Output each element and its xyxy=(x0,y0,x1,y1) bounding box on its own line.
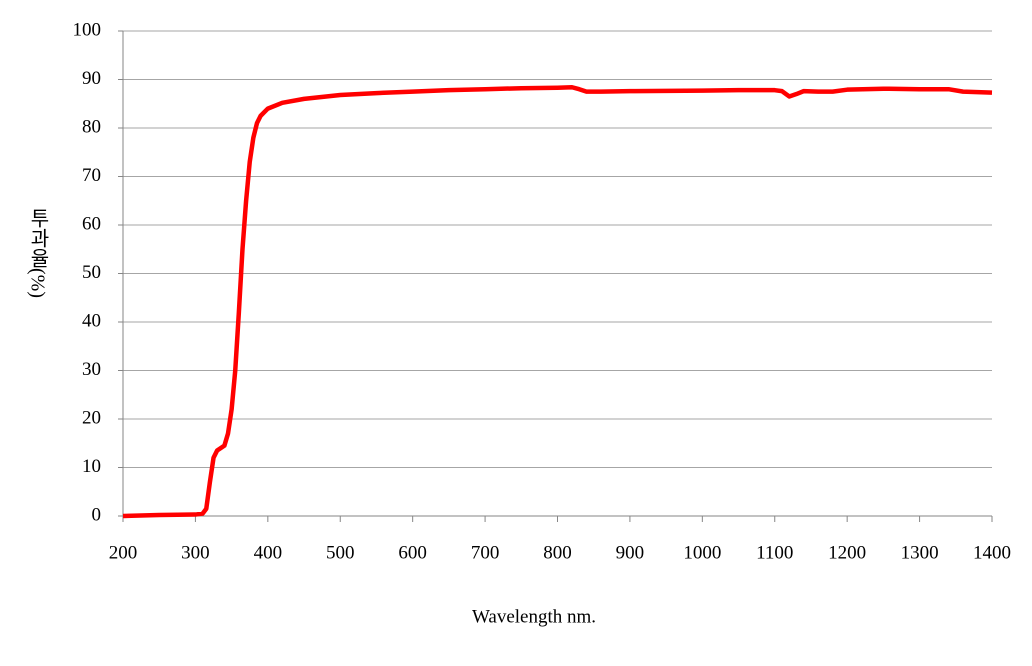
x-tick-label: 1000 xyxy=(683,542,721,563)
x-axis-title: Wavelength nm. xyxy=(472,606,596,627)
x-tick-label: 400 xyxy=(254,542,283,563)
x-tick-label: 500 xyxy=(326,542,355,563)
y-tick-label: 100 xyxy=(73,19,102,40)
y-tick-label: 40 xyxy=(82,310,101,331)
y-tick-label: 80 xyxy=(82,116,101,137)
y-tick-label: 70 xyxy=(82,165,101,186)
y-tick-label: 30 xyxy=(82,359,101,380)
y-tick-label: 10 xyxy=(82,456,101,477)
y-tick-label: 60 xyxy=(82,213,101,234)
x-tick-label: 200 xyxy=(109,542,138,563)
x-tick-label: 1300 xyxy=(901,542,939,563)
x-tick-label: 900 xyxy=(616,542,645,563)
x-tick-label: 1400 xyxy=(973,542,1011,563)
data-line xyxy=(122,85,993,519)
y-tick-label: 50 xyxy=(82,262,101,283)
x-tick-label: 600 xyxy=(398,542,427,563)
y-tick-label: 90 xyxy=(82,68,101,89)
x-tick-label: 300 xyxy=(181,542,210,563)
y-tick-label: 0 xyxy=(92,504,102,525)
x-tick-label: 1100 xyxy=(756,542,793,563)
x-tick-label: 1200 xyxy=(828,542,866,563)
y-tick-label: 20 xyxy=(82,407,101,428)
x-tick-label: 800 xyxy=(543,542,572,563)
x-tick-label: 700 xyxy=(471,542,500,563)
y-axis-title: 투과율(%) xyxy=(26,208,48,298)
